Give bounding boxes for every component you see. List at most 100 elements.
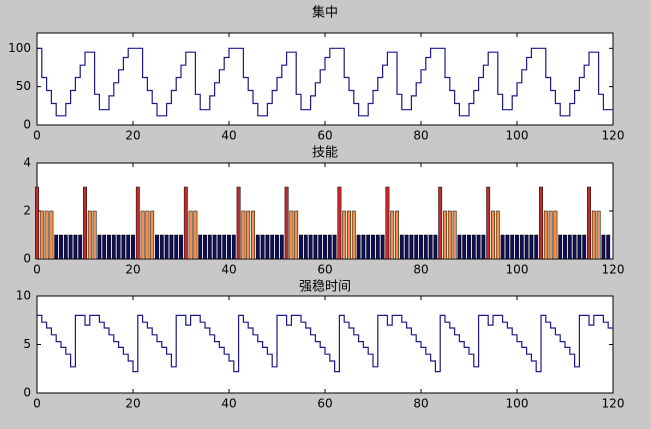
bar	[471, 234, 476, 260]
x-tick-label: 20	[125, 397, 140, 411]
x-tick-label: 60	[317, 129, 332, 143]
bar	[121, 234, 126, 260]
bar	[222, 234, 227, 260]
bar	[260, 234, 265, 260]
bar	[241, 210, 246, 260]
bar	[35, 186, 39, 260]
x-tick-label: 40	[221, 129, 236, 143]
bar	[164, 234, 169, 260]
bar	[428, 234, 433, 260]
bar	[404, 234, 409, 260]
bar	[323, 234, 327, 260]
x-tick-label: 0	[33, 129, 41, 143]
x-tick-label: 0	[33, 263, 41, 277]
bar	[385, 186, 390, 260]
bar	[217, 234, 222, 260]
bar	[443, 210, 447, 260]
bar	[289, 210, 294, 260]
axes	[36, 295, 614, 394]
bar	[59, 234, 63, 260]
bar	[246, 210, 251, 260]
bar	[457, 234, 462, 260]
y-tick-label: 10	[16, 289, 31, 303]
bar	[409, 234, 414, 260]
bar	[351, 210, 356, 260]
chart-title: 强稳时间	[299, 279, 351, 295]
bar	[375, 234, 380, 260]
y-tick-label: 0	[23, 252, 31, 266]
x-tick-label: 80	[413, 129, 428, 143]
bar	[438, 186, 443, 260]
x-tick-label: 40	[221, 263, 236, 277]
bar	[207, 234, 212, 260]
x-tick-label: 120	[602, 263, 625, 277]
bar	[83, 186, 87, 260]
bar	[390, 210, 395, 260]
y-tick-label: 0	[23, 118, 31, 132]
bar	[577, 234, 582, 260]
bar	[275, 234, 279, 260]
bar	[39, 210, 44, 260]
bar	[203, 234, 207, 260]
bar	[332, 234, 337, 260]
bar	[131, 234, 135, 260]
stairs-line	[37, 47, 613, 117]
bar	[44, 210, 49, 260]
bar	[419, 234, 423, 260]
bar	[63, 234, 68, 260]
bar	[183, 186, 188, 260]
bar	[486, 186, 491, 260]
bar	[543, 210, 548, 260]
bar	[572, 234, 577, 260]
y-tick-label: 0	[23, 386, 31, 400]
x-tick-label: 0	[33, 397, 41, 411]
bar	[188, 210, 193, 260]
bar	[78, 234, 83, 260]
bar	[318, 234, 323, 260]
bar	[299, 234, 303, 260]
y-tick-label: 2	[23, 204, 31, 218]
bar	[150, 210, 155, 260]
bar	[270, 234, 275, 260]
bar	[452, 210, 457, 260]
bar	[467, 234, 471, 260]
bar	[251, 210, 255, 260]
bar	[212, 234, 217, 260]
bar	[135, 186, 140, 260]
bar	[591, 210, 596, 260]
bar	[169, 234, 174, 260]
x-tick-label: 80	[413, 397, 428, 411]
bar	[433, 234, 438, 260]
x-tick-label: 40	[221, 397, 236, 411]
bar	[255, 234, 260, 260]
x-tick-label: 60	[317, 397, 332, 411]
bar	[423, 234, 428, 260]
bar	[279, 234, 284, 260]
bar	[515, 234, 519, 260]
y-tick-label: 50	[16, 79, 31, 93]
x-tick-label: 20	[125, 129, 140, 143]
bar	[481, 234, 486, 260]
chart-title: 技能	[312, 146, 338, 161]
bar	[587, 186, 591, 260]
bar	[563, 234, 567, 260]
bar	[606, 234, 611, 260]
bar	[539, 186, 543, 260]
bar	[596, 210, 601, 260]
bar	[395, 210, 399, 260]
bar	[582, 234, 587, 260]
bar	[227, 234, 231, 260]
bar	[327, 234, 332, 260]
bar	[462, 234, 467, 260]
bar	[366, 234, 371, 260]
bar	[68, 234, 73, 260]
bar	[116, 234, 121, 260]
bar	[97, 234, 102, 260]
bar	[111, 234, 116, 260]
bar	[524, 234, 529, 260]
bar	[500, 234, 505, 260]
bar	[140, 210, 145, 260]
bar	[491, 210, 495, 260]
bar	[356, 234, 361, 260]
